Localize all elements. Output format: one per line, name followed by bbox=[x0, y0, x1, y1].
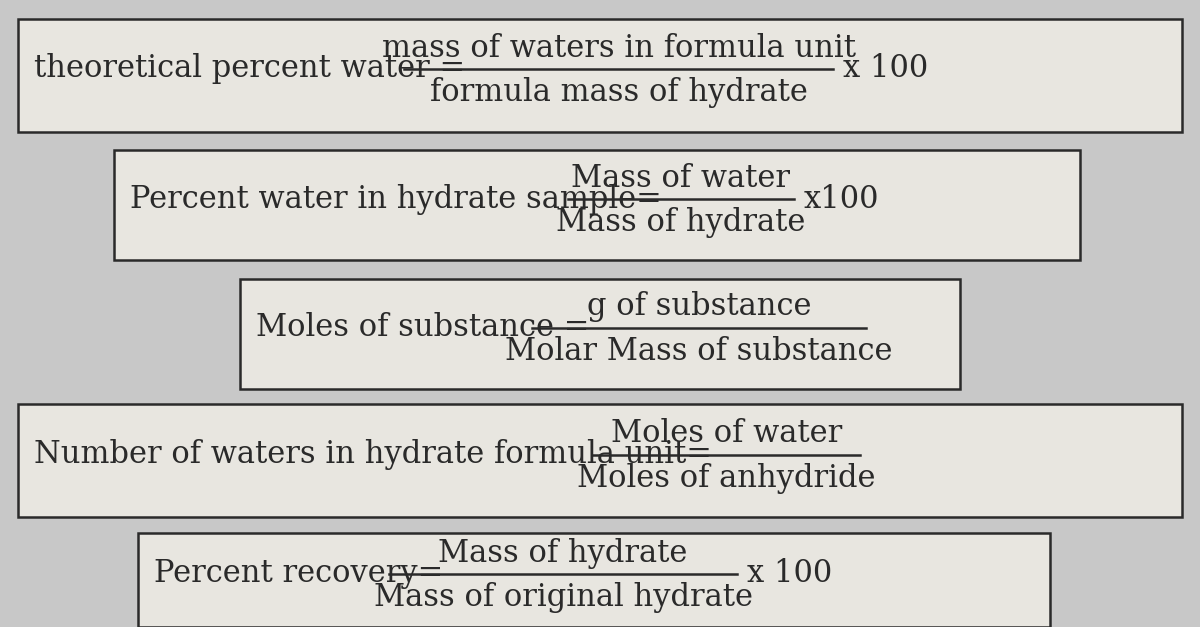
Text: Moles of water: Moles of water bbox=[611, 418, 842, 450]
Text: Moles of substance =: Moles of substance = bbox=[256, 312, 589, 343]
Text: x100: x100 bbox=[804, 184, 880, 214]
Text: Number of waters in hydrate formula unit=: Number of waters in hydrate formula unit… bbox=[34, 439, 712, 470]
FancyBboxPatch shape bbox=[114, 150, 1080, 260]
Text: Percent recovery=: Percent recovery= bbox=[154, 558, 443, 589]
Text: theoretical percent water =: theoretical percent water = bbox=[34, 53, 464, 85]
FancyBboxPatch shape bbox=[240, 279, 960, 389]
Text: x 100: x 100 bbox=[842, 53, 928, 85]
Text: Molar Mass of substance: Molar Mass of substance bbox=[505, 336, 893, 367]
Text: Mass of hydrate: Mass of hydrate bbox=[556, 208, 805, 238]
Text: mass of waters in formula unit: mass of waters in formula unit bbox=[382, 33, 856, 64]
Text: Moles of anhydride: Moles of anhydride bbox=[577, 463, 876, 494]
Text: Mass of original hydrate: Mass of original hydrate bbox=[373, 582, 752, 613]
Text: g of substance: g of substance bbox=[587, 292, 811, 322]
Text: formula mass of hydrate: formula mass of hydrate bbox=[430, 77, 808, 108]
FancyBboxPatch shape bbox=[18, 19, 1182, 132]
Text: x 100: x 100 bbox=[746, 558, 832, 589]
Text: Mass of hydrate: Mass of hydrate bbox=[438, 537, 688, 569]
Text: Percent water in hydrate sample=: Percent water in hydrate sample= bbox=[130, 184, 661, 214]
FancyBboxPatch shape bbox=[138, 533, 1050, 627]
FancyBboxPatch shape bbox=[18, 404, 1182, 517]
Text: Mass of water: Mass of water bbox=[571, 163, 791, 194]
